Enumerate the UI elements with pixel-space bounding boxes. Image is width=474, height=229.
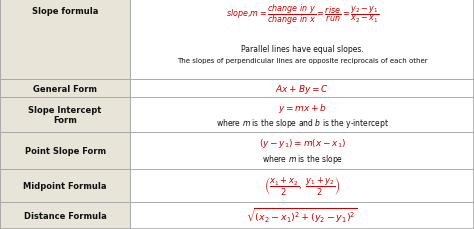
Text: $\sqrt{(x_2 - x_1)^2 + (y_2 - y_1)^2}$: $\sqrt{(x_2 - x_1)^2 + (y_2 - y_1)^2}$: [246, 206, 358, 226]
Text: Distance Formula: Distance Formula: [24, 211, 107, 220]
Bar: [130, 0, 474, 79]
Text: Point Slope Form: Point Slope Form: [25, 146, 106, 155]
Bar: [130, 132, 474, 169]
Text: $\mathit{(y - y_1) = m(x - x_1)}$: $\mathit{(y - y_1) = m(x - x_1)}$: [259, 136, 346, 149]
Bar: [130, 98, 474, 132]
Text: $\mathit{y = mx + b}$: $\mathit{y = mx + b}$: [278, 101, 327, 114]
Bar: [130, 169, 474, 203]
Text: $\mathit{slope{,}m} = \dfrac{\mathit{change\ in\ y}}{\mathit{change\ in\ x}} = \: $\mathit{slope{,}m} = \dfrac{\mathit{cha…: [226, 2, 379, 27]
Text: where $m$ is the slope: where $m$ is the slope: [262, 153, 343, 166]
Bar: [130, 203, 474, 229]
Text: where $m$ is the slope and $b$ is the y-intercept: where $m$ is the slope and $b$ is the y-…: [216, 116, 389, 129]
Bar: [0, 169, 130, 203]
Bar: [0, 98, 130, 132]
Bar: [0, 203, 130, 229]
Bar: [0, 0, 130, 79]
Text: $\left(\dfrac{x_1 + x_2}{2},\ \dfrac{y_1 + y_2}{2}\right)$: $\left(\dfrac{x_1 + x_2}{2},\ \dfrac{y_1…: [264, 175, 340, 197]
Text: Slope Intercept
Form: Slope Intercept Form: [28, 105, 102, 125]
Text: The slopes of perpendicular lines are opposite reciprocals of each other: The slopes of perpendicular lines are op…: [177, 58, 428, 64]
Bar: [0, 132, 130, 169]
Text: $\mathit{Ax + By = C}$: $\mathit{Ax + By = C}$: [275, 82, 329, 95]
Bar: [0, 79, 130, 98]
Bar: [130, 79, 474, 98]
Text: Slope formula: Slope formula: [32, 7, 99, 16]
Text: General Form: General Form: [33, 84, 97, 93]
Text: Midpoint Formula: Midpoint Formula: [23, 182, 107, 191]
Text: Parallel lines have equal slopes.: Parallel lines have equal slopes.: [241, 45, 364, 54]
